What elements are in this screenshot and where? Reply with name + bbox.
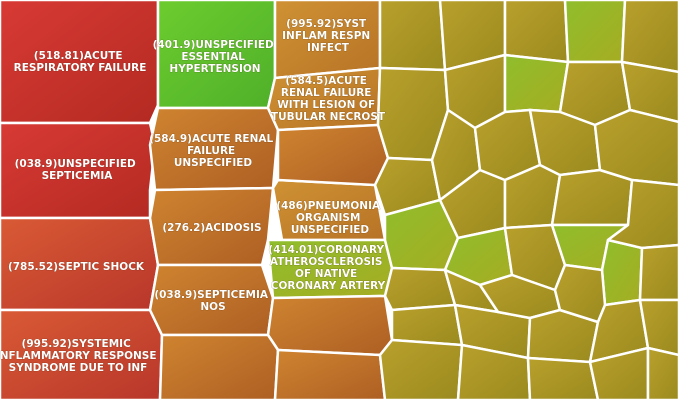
label-acute-respiratory-failure: (518.81)ACUTE RESPIRATORY FAILURE [14,50,147,74]
label-unspecified-septicemia: (038.9)UNSPECIFIED SEPTICEMIA [15,158,140,182]
cell-unlabeled[interactable] [526,356,600,402]
cell-unlabeled[interactable] [390,303,464,347]
label-septic-shock: (785.52)SEPTIC SHOCK [8,261,145,273]
cell-unlabeled[interactable] [503,0,570,64]
cell-unlabeled[interactable] [638,243,679,302]
label-acidosis: (276.2)ACIDOSIS [162,222,261,234]
label-unspecified-essential-hypertension: (401.9)UNSPECIFIED ESSENTIAL HYPERTENSIO… [153,39,278,75]
cell-unlabeled[interactable] [276,123,390,187]
cell-unlabeled[interactable] [273,348,387,402]
label-syst-inflam-respn-infect: (995.92)SYST INFLAM RESPN INFECT [282,18,374,54]
cell-unlabeled[interactable] [620,60,679,124]
cell-unspecified-septicemia[interactable] [0,121,157,220]
label-acute-renal-failure-tubular-necrosis: (584.5)ACUTE RENAL FAILURE WITH LESION O… [271,75,386,123]
cell-unlabeled[interactable] [266,294,394,357]
cell-unlabeled[interactable] [646,346,679,402]
label-septicemia-nos: (038.9)SEPTICEMIA NOS [154,289,271,313]
cell-unlabeled[interactable] [378,0,447,72]
cell-unlabeled[interactable] [593,108,679,187]
cell-acute-respiratory-failure[interactable] [0,0,160,125]
cell-unlabeled[interactable] [550,168,634,227]
cell-unlabeled[interactable] [158,333,280,402]
label-acute-renal-failure-unspecified: (584.9)ACUTE RENAL FAILURE UNSPECIFIED [149,133,277,169]
cell-unlabeled[interactable] [620,0,679,74]
cell-unlabeled[interactable] [600,238,644,307]
label-pneumonia-organism-unspecified: (486)PNEUMONIA ORGANISM UNSPECIFIED [276,200,384,236]
cell-unlabeled[interactable] [503,53,570,114]
label-systemic-inflammatory-response: (995.92)SYSTEMIC INFLAMMATORY RESPONSE S… [0,338,160,374]
cell-unlabeled[interactable] [378,338,464,402]
cell-unlabeled[interactable] [383,266,457,312]
label-coronary-atherosclerosis: (414.01)CORONARY ATHEROSCLEROSIS OF NATI… [268,244,387,292]
cell-unlabeled[interactable] [638,298,679,357]
cell-unlabeled[interactable] [563,0,627,64]
